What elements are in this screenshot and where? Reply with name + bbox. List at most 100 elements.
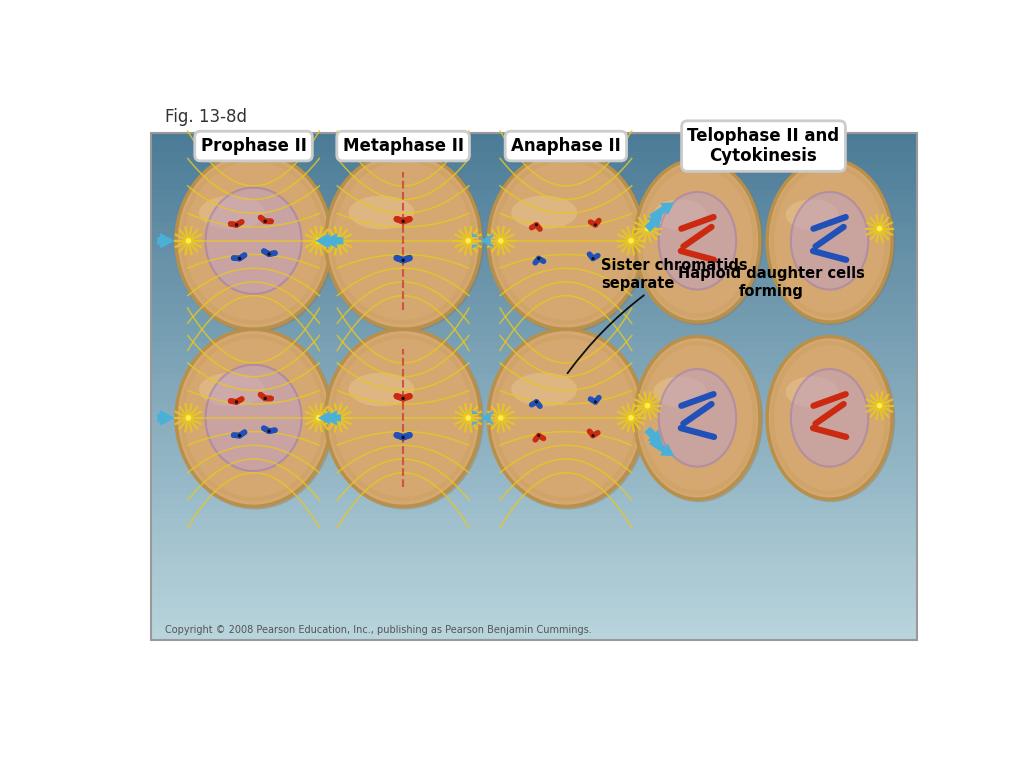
Circle shape	[185, 415, 191, 422]
Circle shape	[628, 237, 635, 244]
Bar	[152, 531, 916, 538]
Ellipse shape	[348, 372, 415, 406]
Text: Telophase II and
Cytokinesis: Telophase II and Cytokinesis	[687, 127, 840, 165]
Bar	[152, 569, 916, 576]
Bar	[152, 481, 916, 488]
Bar	[152, 594, 916, 601]
Circle shape	[401, 220, 404, 223]
Text: Anaphase II: Anaphase II	[511, 137, 621, 155]
Ellipse shape	[658, 369, 736, 467]
Polygon shape	[158, 410, 174, 425]
Bar	[152, 183, 916, 190]
Bar	[152, 487, 916, 494]
Ellipse shape	[791, 369, 868, 467]
Bar	[152, 164, 916, 171]
Circle shape	[234, 223, 239, 227]
Polygon shape	[315, 233, 343, 248]
Ellipse shape	[511, 372, 578, 406]
Circle shape	[498, 237, 504, 244]
Ellipse shape	[176, 152, 334, 333]
Bar	[152, 227, 916, 234]
Bar	[152, 449, 916, 456]
Polygon shape	[158, 233, 172, 248]
Circle shape	[315, 237, 323, 244]
Bar	[152, 601, 916, 608]
Polygon shape	[644, 427, 663, 445]
Circle shape	[267, 429, 270, 433]
Ellipse shape	[488, 152, 643, 329]
Bar	[152, 323, 916, 329]
Bar	[152, 335, 916, 342]
Ellipse shape	[635, 160, 760, 322]
Bar	[152, 132, 916, 139]
Circle shape	[465, 415, 472, 422]
Polygon shape	[649, 202, 675, 220]
Bar	[152, 436, 916, 443]
Bar	[152, 455, 916, 462]
Bar	[152, 259, 916, 266]
Circle shape	[877, 402, 883, 409]
Bar	[152, 265, 916, 273]
Polygon shape	[480, 233, 493, 248]
Ellipse shape	[658, 192, 736, 290]
Circle shape	[401, 397, 404, 400]
Bar	[152, 189, 916, 197]
Ellipse shape	[785, 376, 839, 407]
Bar	[152, 392, 916, 399]
Bar	[152, 468, 916, 475]
Circle shape	[465, 237, 472, 244]
Polygon shape	[480, 411, 493, 425]
Circle shape	[234, 400, 239, 404]
Bar	[152, 626, 916, 634]
Ellipse shape	[488, 152, 646, 333]
Text: Sister chromatids
separate: Sister chromatids separate	[567, 258, 748, 373]
Bar	[152, 512, 916, 519]
Circle shape	[592, 434, 595, 437]
Bar	[152, 499, 916, 507]
Bar	[152, 379, 916, 386]
Text: Fig. 13-8d: Fig. 13-8d	[165, 108, 247, 125]
Polygon shape	[158, 233, 174, 249]
Bar	[152, 177, 916, 184]
Bar	[152, 372, 916, 380]
Bar	[152, 575, 916, 583]
Polygon shape	[324, 233, 337, 249]
Bar	[152, 633, 916, 640]
Bar	[152, 196, 916, 203]
Ellipse shape	[767, 160, 892, 322]
Text: Copyright © 2008 Pearson Education, Inc., publishing as Pearson Benjamin Cumming: Copyright © 2008 Pearson Education, Inc.…	[165, 625, 592, 635]
Bar	[152, 354, 916, 361]
Bar	[152, 316, 916, 323]
Circle shape	[185, 237, 191, 244]
Circle shape	[401, 435, 404, 439]
Ellipse shape	[488, 329, 646, 509]
Ellipse shape	[511, 196, 578, 230]
Bar	[152, 474, 916, 482]
Bar	[152, 614, 916, 621]
Bar	[152, 538, 916, 545]
Bar	[152, 310, 916, 316]
Ellipse shape	[199, 196, 265, 230]
Polygon shape	[317, 411, 341, 425]
Circle shape	[401, 259, 404, 262]
Polygon shape	[644, 214, 663, 232]
Bar	[152, 278, 916, 285]
Circle shape	[594, 400, 597, 403]
Bar	[152, 138, 916, 146]
Bar	[152, 214, 916, 222]
Bar	[152, 145, 916, 152]
Polygon shape	[158, 411, 172, 425]
Circle shape	[315, 415, 323, 422]
Ellipse shape	[653, 200, 707, 230]
Bar	[152, 240, 916, 247]
Bar	[152, 442, 916, 449]
Bar	[152, 157, 916, 164]
Circle shape	[267, 253, 270, 256]
Bar	[152, 348, 916, 355]
Bar	[152, 303, 916, 310]
Bar	[152, 423, 916, 431]
Bar	[152, 411, 916, 418]
Circle shape	[877, 225, 883, 232]
Bar	[152, 620, 916, 627]
Bar	[152, 563, 916, 570]
